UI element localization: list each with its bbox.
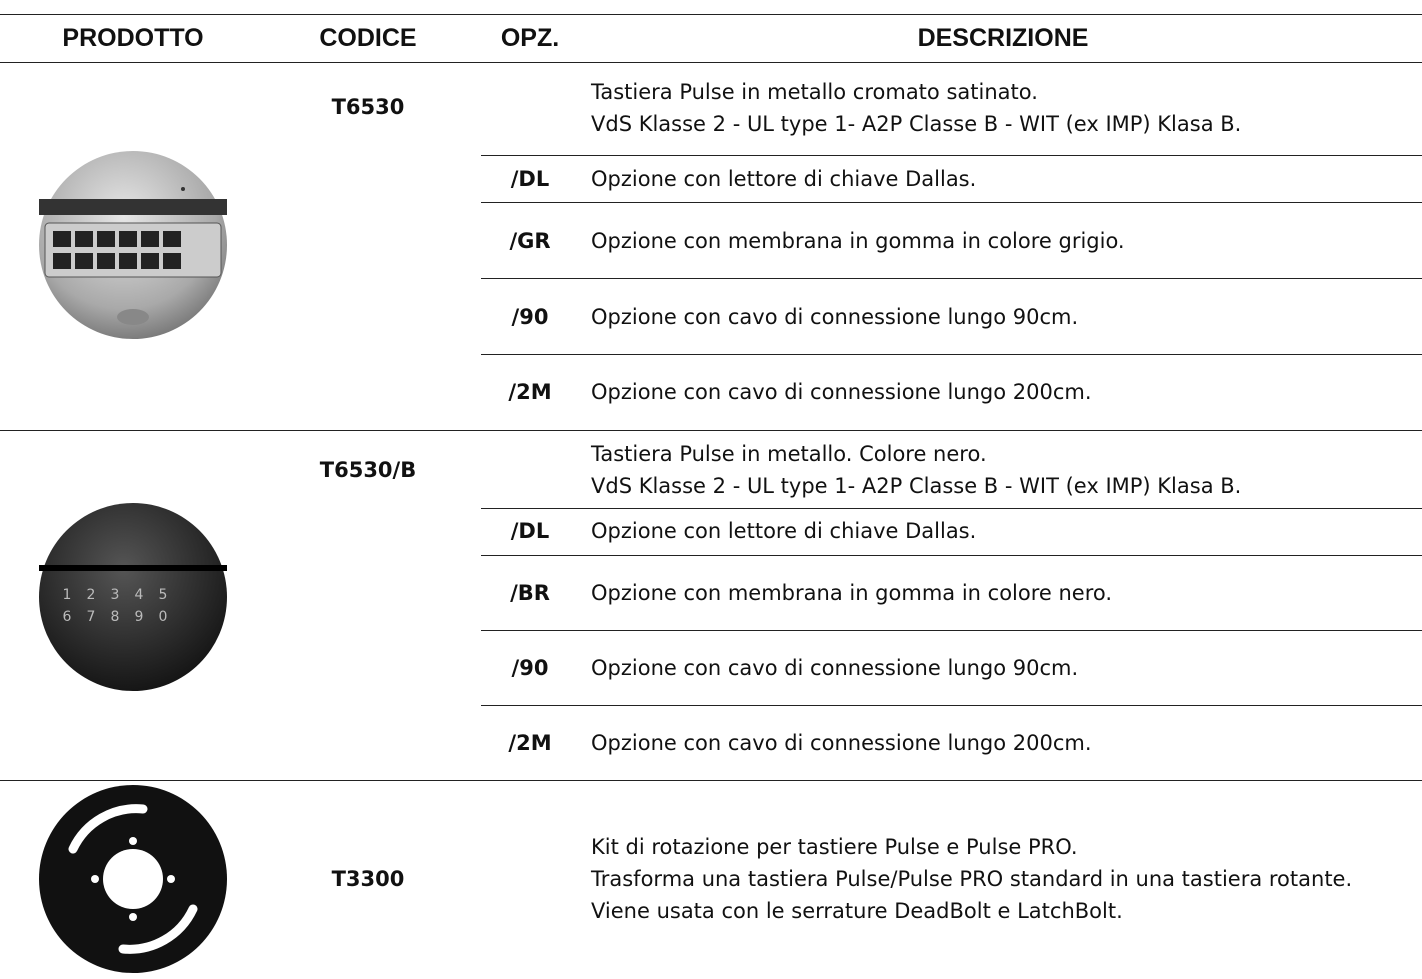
svg-text:4: 4 <box>135 587 144 603</box>
option: /DL <box>510 519 550 543</box>
rule <box>0 780 1422 781</box>
column-header: PRODOTTO <box>62 24 204 52</box>
description: Opzione con cavo di connessione lungo 20… <box>591 731 1092 755</box>
rule <box>481 155 1422 156</box>
option: /2M <box>508 380 552 404</box>
description: Opzione con lettore di chiave Dallas. <box>591 167 977 191</box>
rule <box>481 705 1422 706</box>
option: /90 <box>511 305 549 329</box>
rule <box>481 555 1422 556</box>
option: /DL <box>510 167 550 191</box>
svg-text:2: 2 <box>87 587 96 603</box>
column-header: CODICE <box>319 24 417 52</box>
description: Kit di rotazione per tastiere Pulse e Pu… <box>591 835 1078 859</box>
svg-text:7: 7 <box>87 609 96 625</box>
svg-text:0: 0 <box>159 609 168 625</box>
description: Viene usata con le serrature DeadBolt e … <box>591 899 1123 923</box>
option: /BR <box>510 581 550 605</box>
description: Opzione con membrana in gomma in colore … <box>591 229 1125 253</box>
rule <box>481 508 1422 509</box>
description: Opzione con lettore di chiave Dallas. <box>591 519 977 543</box>
svg-text:6: 6 <box>63 609 72 625</box>
rule <box>481 630 1422 631</box>
rule <box>0 14 1422 15</box>
svg-text:3: 3 <box>111 587 120 603</box>
option: /90 <box>511 656 549 680</box>
description: Opzione con cavo di connessione lungo 90… <box>591 305 1079 329</box>
svg-text:9: 9 <box>135 609 144 625</box>
option: /2M <box>508 731 552 755</box>
rule <box>481 354 1422 355</box>
product-image <box>39 785 227 973</box>
description: Trasforma una tastiera Pulse/Pulse PRO s… <box>591 867 1353 891</box>
description-block: Kit di rotazione per tastiere Pulse e Pu… <box>591 831 1381 927</box>
description: VdS Klasse 2 - UL type 1- A2P Classe B -… <box>591 474 1242 498</box>
product-code: T6530 <box>331 95 405 119</box>
description: Opzione con membrana in gomma in colore … <box>591 581 1113 605</box>
description: Opzione con cavo di connessione lungo 20… <box>591 380 1092 404</box>
description: VdS Klasse 2 - UL type 1- A2P Classe B -… <box>591 112 1242 136</box>
description: Opzione con cavo di connessione lungo 90… <box>591 656 1079 680</box>
rule <box>481 278 1422 279</box>
rule <box>481 202 1422 203</box>
product-image <box>39 151 227 339</box>
svg-text:5: 5 <box>159 587 168 603</box>
product-code: T6530/B <box>319 458 417 482</box>
svg-text:1: 1 <box>63 587 72 603</box>
option: /GR <box>509 229 551 253</box>
description: Tastiera Pulse in metallo cromato satina… <box>591 80 1038 104</box>
product-code: T3300 <box>331 867 405 891</box>
column-header: DESCRIZIONE <box>917 24 1089 52</box>
rule <box>0 430 1422 431</box>
description: Tastiera Pulse in metallo. Colore nero. <box>591 442 987 466</box>
column-header: OPZ. <box>500 24 560 52</box>
svg-text:8: 8 <box>111 609 120 625</box>
rule <box>0 62 1422 63</box>
